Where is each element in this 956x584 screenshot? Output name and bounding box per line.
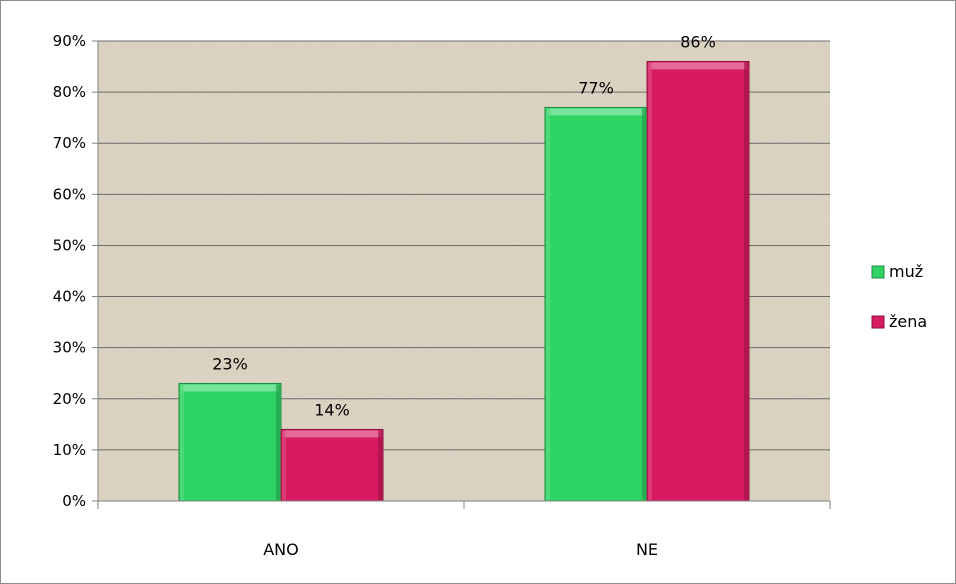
legend-label: muž	[889, 262, 923, 281]
y-tick-label: 20%	[53, 390, 86, 408]
data-label: 77%	[578, 78, 614, 97]
y-tick-label: 80%	[53, 83, 86, 101]
data-label: 14%	[314, 400, 350, 419]
legend-item: žena	[871, 312, 927, 331]
y-tick-label: 0%	[62, 492, 86, 510]
legend-label: žena	[889, 312, 927, 331]
y-tick-label: 10%	[53, 441, 86, 459]
y-tick-label: 40%	[53, 288, 86, 306]
y-tick-label: 70%	[53, 134, 86, 152]
x-category-label: ANO	[263, 540, 299, 559]
y-tick-label: 90%	[53, 32, 86, 50]
data-label: 23%	[212, 354, 248, 373]
y-tick-label: 30%	[53, 339, 86, 357]
x-category-label: NE	[636, 540, 658, 559]
y-tick-label: 50%	[53, 236, 86, 254]
legend-item: muž	[871, 262, 923, 281]
bar-ano-series-2	[280, 428, 384, 502]
legend-swatch	[871, 315, 885, 329]
legend-swatch	[871, 265, 885, 279]
bar-ano-series-1	[178, 382, 282, 502]
bar-ne-series-1	[544, 106, 648, 502]
y-tick-label: 60%	[53, 185, 86, 203]
bar-ne-series-2	[646, 60, 750, 502]
data-label: 86%	[680, 32, 716, 51]
